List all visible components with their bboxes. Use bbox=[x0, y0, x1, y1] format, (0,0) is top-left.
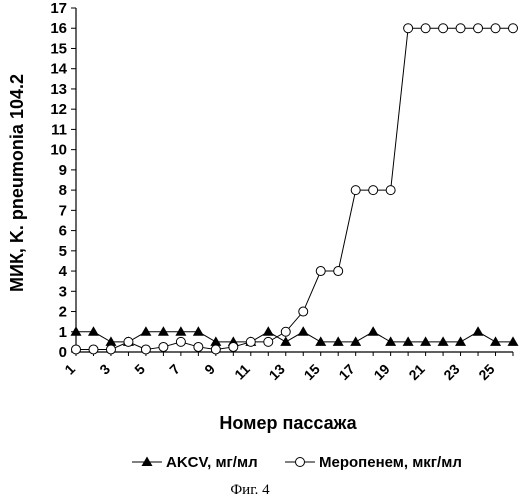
y-tick-label: 17 bbox=[50, 0, 67, 17]
series-0-point bbox=[210, 336, 221, 346]
series-0-point bbox=[140, 326, 151, 336]
x-tick-label: 25 bbox=[475, 361, 497, 383]
y-tick-label: 9 bbox=[59, 162, 67, 179]
series-0-point bbox=[368, 326, 379, 336]
y-tick-label: 6 bbox=[59, 223, 67, 240]
y-tick-label: 2 bbox=[59, 304, 67, 321]
series-0-point bbox=[158, 326, 169, 336]
series-0-point bbox=[508, 336, 519, 346]
y-tick-label: 10 bbox=[50, 142, 67, 159]
x-tick-label: 23 bbox=[440, 361, 462, 383]
series-1-point bbox=[211, 345, 220, 354]
series-0-line bbox=[76, 332, 513, 342]
y-tick-label: 12 bbox=[50, 101, 67, 118]
y-tick-label: 7 bbox=[59, 202, 67, 219]
series-0-point bbox=[280, 336, 291, 346]
series-1-point bbox=[351, 186, 360, 195]
series-0-point bbox=[263, 326, 274, 336]
series-0-point bbox=[315, 336, 326, 346]
series-1-point bbox=[299, 307, 308, 316]
y-tick-label: 1 bbox=[59, 324, 67, 341]
series-1-point bbox=[456, 24, 465, 33]
legend-meropenem-marker bbox=[296, 458, 305, 467]
legend-akcv-marker bbox=[142, 457, 153, 467]
series-1-point bbox=[264, 337, 273, 346]
series-1-point bbox=[106, 345, 115, 354]
x-tick-label: 9 bbox=[201, 361, 218, 378]
legend: AKCV, мг/мл Меропенем, мкг/мл bbox=[132, 454, 462, 471]
series-1-point bbox=[124, 337, 133, 346]
figure-caption: Фиг. 4 bbox=[230, 482, 270, 498]
series-1-point bbox=[439, 24, 448, 33]
series-1-point bbox=[334, 267, 343, 276]
series-1-point bbox=[386, 186, 395, 195]
series-1-point bbox=[176, 337, 185, 346]
x-tick-label: 1 bbox=[61, 361, 78, 378]
y-tick-label: 3 bbox=[59, 283, 67, 300]
series-1-point bbox=[194, 342, 203, 351]
x-tick-label: 7 bbox=[166, 361, 183, 378]
legend-meropenem-label: Меропенем, мкг/мл bbox=[319, 454, 462, 471]
y-axis-ticks: 01234567891011121314151617 bbox=[50, 0, 76, 361]
y-tick-label: 5 bbox=[59, 243, 67, 260]
series-1-point bbox=[246, 337, 255, 346]
series-0-point bbox=[71, 326, 82, 336]
series-0-point bbox=[333, 336, 344, 346]
x-tick-label: 13 bbox=[266, 361, 288, 383]
legend-akcv-label: AKCV, мг/мл bbox=[166, 454, 258, 471]
series-1-point bbox=[404, 24, 413, 33]
series-0-point bbox=[350, 336, 361, 346]
series-1-point bbox=[229, 342, 238, 351]
y-tick-label: 4 bbox=[59, 263, 68, 280]
x-tick-label: 19 bbox=[370, 361, 392, 383]
y-axis-title: МИК, K. pneumonia 104.2 bbox=[7, 74, 27, 292]
series-0-point bbox=[403, 336, 414, 346]
series-1-point bbox=[421, 24, 430, 33]
series-0-point bbox=[420, 336, 431, 346]
series-0-point bbox=[193, 326, 204, 336]
y-tick-label: 16 bbox=[50, 20, 67, 37]
series-layer bbox=[71, 24, 519, 354]
y-tick-label: 13 bbox=[50, 81, 67, 98]
series-0-point bbox=[88, 326, 99, 336]
series-0-point bbox=[438, 336, 449, 346]
series-0-point bbox=[473, 326, 484, 336]
series-1-point bbox=[159, 342, 168, 351]
x-tick-label: 3 bbox=[96, 361, 113, 378]
series-0-point bbox=[385, 336, 396, 346]
series-1-point bbox=[316, 267, 325, 276]
x-tick-label: 21 bbox=[405, 361, 427, 383]
series-1-point bbox=[509, 24, 518, 33]
series-0-point bbox=[490, 336, 501, 346]
x-axis-ticks: 135791113151719212325 bbox=[61, 352, 513, 383]
series-1-point bbox=[281, 327, 290, 336]
series-1-point bbox=[89, 345, 98, 354]
series-0-point bbox=[175, 326, 186, 336]
y-tick-label: 14 bbox=[50, 61, 67, 78]
x-tick-label: 17 bbox=[335, 361, 357, 383]
series-1-point bbox=[72, 345, 81, 354]
y-tick-label: 11 bbox=[51, 121, 67, 138]
series-1-point bbox=[369, 186, 378, 195]
series-0-point bbox=[298, 326, 309, 336]
series-1-point bbox=[491, 24, 500, 33]
series-0-point bbox=[105, 336, 116, 346]
series-1-line bbox=[76, 28, 513, 349]
series-1-point bbox=[141, 345, 150, 354]
series-0-point bbox=[455, 336, 466, 346]
x-tick-label: 15 bbox=[301, 361, 323, 383]
series-1-point bbox=[474, 24, 483, 33]
y-tick-label: 8 bbox=[59, 182, 67, 199]
x-tick-label: 5 bbox=[131, 361, 148, 378]
y-tick-label: 15 bbox=[50, 40, 67, 57]
x-axis-title: Номер пассажа bbox=[219, 413, 357, 433]
y-tick-label: 0 bbox=[59, 344, 67, 361]
x-tick-label: 11 bbox=[231, 361, 253, 383]
